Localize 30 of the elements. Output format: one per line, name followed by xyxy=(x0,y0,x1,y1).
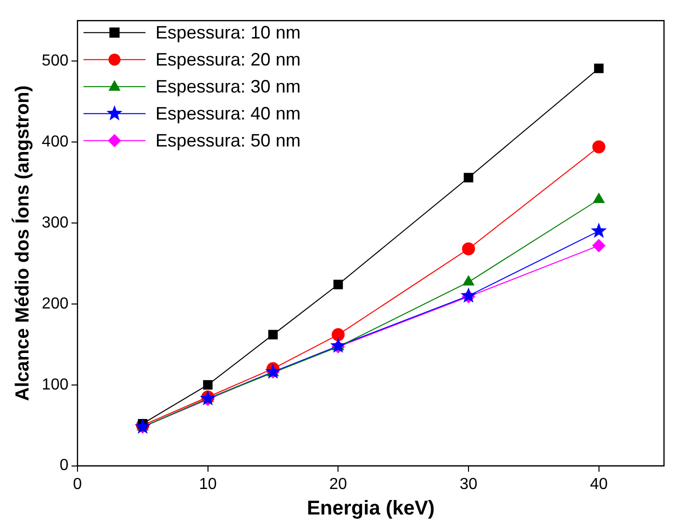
y-axis-title: Alcance Médio dos Íons (angstron) xyxy=(12,85,34,402)
legend-label: Espessura: 10 nm xyxy=(155,22,301,43)
point xyxy=(460,287,476,303)
y-tick-label: 300 xyxy=(42,214,69,232)
point xyxy=(594,64,604,74)
point xyxy=(203,380,213,390)
point xyxy=(592,239,606,252)
y-tick-label: 0 xyxy=(60,457,69,474)
point xyxy=(462,242,475,256)
y-tick-label: 500 xyxy=(42,52,69,70)
point xyxy=(590,222,607,238)
y-tick-label: 400 xyxy=(42,133,69,150)
y-tick-label: 100 xyxy=(42,376,69,394)
x-axis-title: Energia (keV) xyxy=(306,498,435,520)
legend-label: Espessura: 20 nm xyxy=(155,50,301,70)
point xyxy=(268,330,278,340)
legend-label: Espessura: 30 nm xyxy=(155,76,301,97)
legend-label: Espessura: 50 nm xyxy=(155,130,301,151)
point xyxy=(462,276,474,286)
point xyxy=(332,328,345,342)
point xyxy=(592,140,606,154)
x-tick-label: 40 xyxy=(590,476,608,493)
x-tick-label: 0 xyxy=(73,476,82,493)
x-tick-label: 10 xyxy=(198,476,217,493)
x-tick-label: 20 xyxy=(329,476,348,493)
y-tick-label: 200 xyxy=(42,295,69,312)
point xyxy=(333,280,343,290)
legend-label: Espessura: 40 nm xyxy=(155,104,301,124)
x-tick-label: 30 xyxy=(460,476,478,493)
point xyxy=(464,172,474,182)
